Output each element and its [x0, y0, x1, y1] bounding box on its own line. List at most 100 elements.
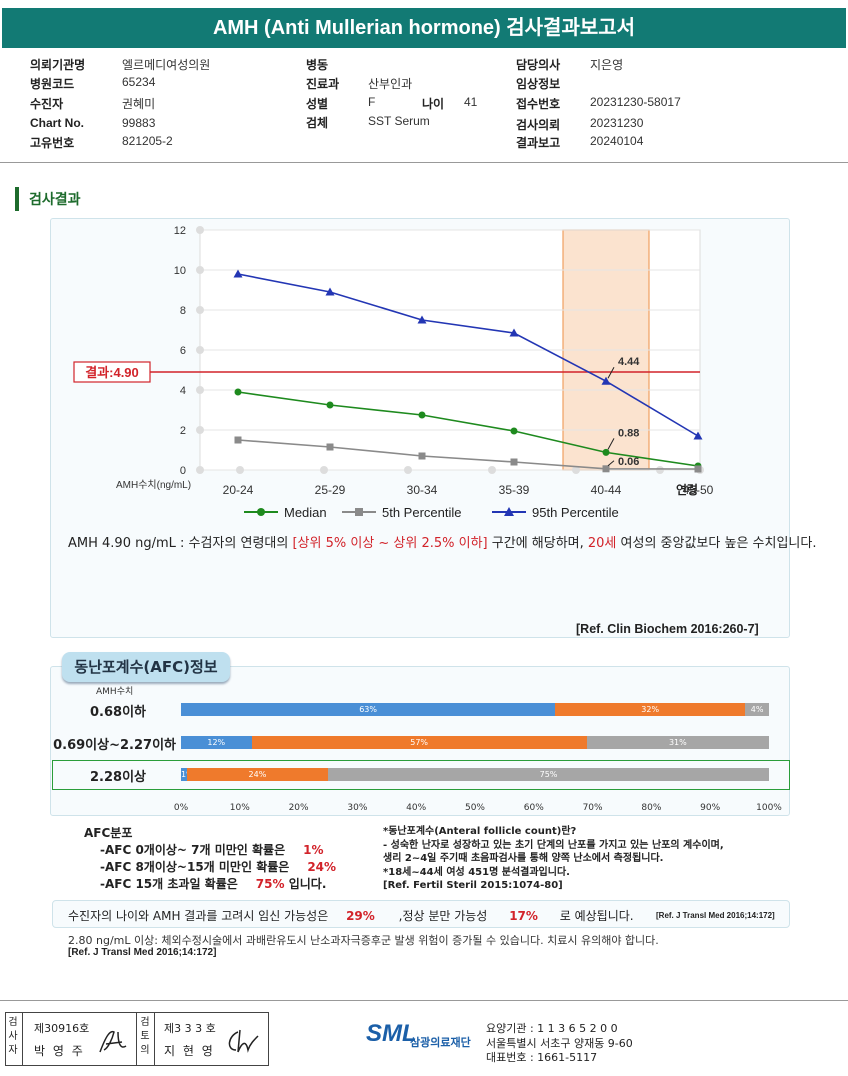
pregnancy-box — [52, 900, 790, 928]
info-value: 99883 — [122, 116, 156, 130]
y-axis-title: AMH수치(ng/mL) — [116, 479, 191, 491]
result-label: 결과:4.90 — [85, 365, 139, 380]
info-value: 65234 — [122, 75, 156, 89]
ref-clin-biochem: [Ref. Clin Biochem 2016:260-7] — [576, 622, 759, 636]
afc-bar-segment: 4% — [745, 703, 769, 716]
amh-age-chart: 0 2 4 6 8 10 12 20-24 25-29 30-34 35-39 40-44 45-50연… — [73, 225, 714, 520]
x-axis-dot — [404, 466, 412, 474]
info-label: 고유번호 — [30, 136, 75, 150]
info-value: 821205-2 — [122, 134, 173, 148]
x-tick-label: 20-24 — [223, 483, 254, 497]
info-label: 검사의뢰 — [516, 118, 561, 132]
afc-bar-segment: 57% — [251, 736, 587, 749]
reviewer-col-divider-1 — [136, 1012, 137, 1066]
info-label: 병동 — [306, 58, 329, 72]
p5-point — [510, 458, 518, 466]
section-title: 검사결과 — [15, 187, 81, 211]
p5-point — [234, 436, 242, 444]
p95-point — [601, 376, 611, 385]
afc-dist-item: -AFC 0개이상~ 7개 미만인 확률은 1% — [100, 841, 324, 858]
p5-point — [602, 465, 610, 473]
annotation-leader — [607, 438, 615, 450]
median-point — [602, 448, 610, 456]
reviewer-name: 지 현 영 — [164, 1044, 215, 1058]
x-tick-label: 25-29 — [315, 483, 346, 497]
interpretation-text: AMH 4.90 ng/mL : 수검자의 연령대의 [상위 5% 이상 ~ 상… — [68, 534, 818, 554]
afc-note-line: *18세~44세 여성 451명 분석결과입니다. — [383, 866, 570, 878]
company-address: 서울특별시 서초구 양재동 9-60 — [486, 1037, 633, 1050]
reviewer-no: 제3 3 3 호 — [164, 1022, 216, 1035]
afc-dist-text: -AFC 8개이상~15개 미만인 확률은 — [100, 860, 290, 874]
median-point — [510, 427, 518, 435]
afc-x-tick: 20% — [288, 803, 309, 813]
afc-row-label: 2.28이상 — [90, 770, 146, 785]
info-label: Chart No. — [30, 116, 84, 130]
x-axis-title: 연령 — [676, 482, 698, 497]
legend-marker — [504, 507, 514, 516]
x-axis-dot — [236, 466, 244, 474]
afc-x-tick: 70% — [582, 803, 603, 813]
y-tick-label: 0 — [180, 465, 186, 477]
info-label: 성별 — [306, 97, 329, 111]
info-value: 엘르메디여성의원 — [122, 58, 211, 72]
series-line-5th-percentile — [237, 439, 699, 470]
afc-tab: 동난포계수(AFC)정보 — [62, 652, 230, 682]
info-value: 산부인과 — [368, 77, 413, 91]
afc-row-label: 0.69이상~2.27이하 — [53, 738, 176, 753]
afc-dist-item: -AFC 8개이상~15개 미만인 확률은 24% — [100, 858, 336, 875]
y-tick-label: 10 — [174, 265, 186, 277]
series-line-95th-percentile — [237, 273, 699, 437]
info-label: 임상정보 — [516, 77, 561, 91]
afc-x-tick: 40% — [406, 803, 427, 813]
y-tick-label: 2 — [180, 425, 186, 437]
median-point — [234, 388, 242, 396]
info-label: 접수번호 — [516, 97, 561, 111]
signature-box — [5, 1012, 269, 1066]
age-value: 41 — [464, 95, 478, 109]
afc-x-tick: 80% — [641, 803, 662, 813]
series-line-median — [237, 391, 699, 467]
legend-label: Median — [284, 505, 327, 520]
afc-x-tick: 100% — [756, 803, 782, 813]
info-label: 병원코드 — [30, 77, 75, 91]
annotation-leader — [607, 366, 615, 379]
p95-point — [417, 315, 427, 324]
info-divider — [0, 162, 848, 163]
preg-text-c: ,정상 분만 가능성 — [398, 909, 488, 923]
interp-part1: AMH 4.90 ng/mL : 수검자의 연령대의 — [68, 536, 293, 551]
y-axis-dot — [196, 466, 204, 474]
y-axis-dot — [196, 346, 204, 354]
y-tick-label: 6 — [180, 345, 186, 357]
afc-bar-segment: 75% — [328, 768, 769, 781]
info-label: 의뢰기관명 — [30, 58, 86, 72]
p95-point — [693, 431, 703, 440]
y-tick-label: 4 — [180, 385, 186, 397]
info-label: 진료과 — [306, 77, 340, 91]
ref-transl-med-1: [Ref. J Transl Med 2016;14:172] — [656, 911, 775, 920]
annotation-label: 0.06 — [618, 456, 639, 468]
afc-bar-segment: 63% — [181, 703, 556, 716]
afc-highlight-row — [52, 760, 790, 790]
afc-note-line: 생리 2~4일 주기때 초음파검사를 통해 양쪽 난소에서 측정됩니다. — [383, 853, 664, 864]
sml-logo: SML — [366, 1020, 417, 1047]
afc-amh-header: AMH수치 — [96, 687, 134, 697]
afc-bar-segment: 1% — [181, 768, 187, 781]
y-axis-dot — [196, 266, 204, 274]
checker-col-divider — [22, 1012, 23, 1066]
afc-x-tick: 60% — [523, 803, 544, 813]
age-label: 나이 — [422, 97, 445, 111]
company-name: 삼광의료재단 — [410, 1036, 471, 1049]
info-value: 20231230-58017 — [590, 95, 681, 109]
info-label: 결과보고 — [516, 136, 561, 150]
afc-x-tick: 90% — [700, 803, 721, 813]
info-label: 수진자 — [30, 97, 64, 111]
preg-text-e: 로 예상됩니다. — [559, 909, 634, 923]
info-value: 20240104 — [590, 134, 644, 148]
afc-note-line: - 성숙한 난자로 성장하고 있는 초기 단계의 난포를 가지고 있는 난포의 … — [383, 839, 724, 851]
info-value: 20231230 — [590, 116, 644, 130]
x-tick-label: 30-34 — [407, 483, 438, 497]
preg-pct-1: 29% — [346, 909, 375, 923]
afc-dist-text: -AFC 15개 초과일 확률은 — [100, 877, 238, 891]
afc-bar-segment: 32% — [555, 703, 746, 716]
afc-bar-segment: 31% — [586, 736, 769, 749]
